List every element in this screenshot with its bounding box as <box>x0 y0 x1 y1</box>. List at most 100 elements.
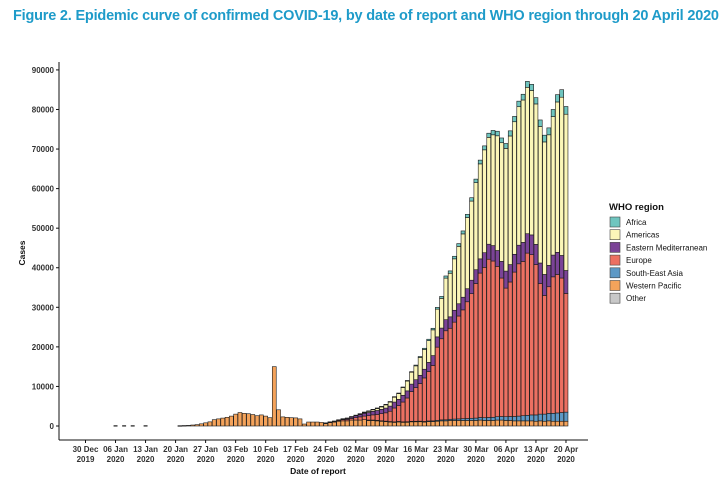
bar-segment-eastern-mediterranean <box>499 261 504 279</box>
bar-segment-europe <box>465 301 470 419</box>
bar-segment-americas <box>512 121 517 255</box>
bar-segment-europe <box>413 387 419 422</box>
bar-segment-western-pacific <box>404 421 410 427</box>
bar-segment-europe <box>559 277 564 413</box>
bar-segment-eastern-mediterranean <box>512 253 517 273</box>
bar-segment-western-pacific <box>430 421 436 427</box>
bar-segment-americas <box>447 272 453 318</box>
bar-segment-europe <box>392 407 397 423</box>
bar-segment-africa <box>392 396 397 398</box>
bar-segment-europe <box>537 283 543 415</box>
bar-segment-eastern-mediterranean <box>417 374 423 384</box>
bar-segment-europe <box>469 293 474 419</box>
legend-swatch <box>609 216 621 228</box>
legend: WHO region Africa Americas Eastern Mediter… <box>609 202 707 304</box>
bar-segment-south-east-asia <box>546 413 552 422</box>
bar-segment-eastern-mediterranean <box>516 244 522 265</box>
legend-label: South-East Asia <box>626 269 683 278</box>
x-tick-label-year: 2019 <box>77 455 95 464</box>
bar-segment-western-pacific <box>271 366 277 427</box>
bar-segment-americas <box>516 106 522 246</box>
bar-segment-western-pacific <box>477 419 483 427</box>
bar-segment-western-pacific <box>113 425 118 427</box>
bar-segment-western-pacific <box>177 425 183 427</box>
bar-segment-africa <box>490 130 496 136</box>
x-tick-label-year: 2020 <box>497 455 515 464</box>
bar-segment-western-pacific <box>314 421 320 427</box>
y-tick-label: 30000 <box>32 303 55 312</box>
bar-segment-eastern-mediterranean <box>409 383 414 392</box>
bar-segment-americas <box>490 134 496 246</box>
bar-segment-africa <box>546 127 552 136</box>
bar-segment-americas <box>563 113 569 271</box>
x-tick-label: 03 Feb <box>223 445 248 454</box>
bar-segment-europe <box>362 415 367 420</box>
bar-segment-western-pacific <box>353 419 359 427</box>
bar-segment-africa <box>447 270 453 274</box>
bar-segment-south-east-asia <box>473 417 479 421</box>
bar-segment-africa <box>563 106 569 115</box>
bar-segment-western-pacific <box>525 420 530 427</box>
bar-segment-europe <box>550 276 556 414</box>
bar-segment-africa <box>533 97 539 105</box>
bar-segment-europe <box>503 287 509 418</box>
bar-segment-europe <box>353 417 359 421</box>
bar-segment-western-pacific <box>417 421 423 427</box>
bar-segment-americas <box>400 387 406 396</box>
legend-label: Americas <box>626 231 659 240</box>
bar-segment-europe <box>542 295 547 415</box>
bar-segment-americas <box>469 200 474 281</box>
x-tick-label: 16 Mar <box>403 445 428 454</box>
bar-segment-western-pacific <box>533 420 539 427</box>
bar-segment-eastern-mediterranean <box>486 243 492 260</box>
bar-segment-western-pacific <box>199 423 204 427</box>
bar-segment-americas <box>559 96 564 256</box>
bar-segment-western-pacific <box>259 414 264 427</box>
bar-segment-eastern-mediterranean <box>495 250 500 267</box>
x-tick-label-year: 2020 <box>557 455 575 464</box>
bar-segment-americas <box>430 329 436 356</box>
legend-label: Other <box>626 294 646 303</box>
bar-segment-western-pacific <box>143 425 148 427</box>
bar-segment-eastern-mediterranean <box>550 254 556 278</box>
bar-segment-africa <box>465 214 470 218</box>
bar-segment-americas <box>443 277 449 320</box>
bar-segment-europe <box>529 254 534 416</box>
bar-segment-europe <box>482 267 487 418</box>
bar-segment-americas <box>404 380 410 392</box>
bar-segment-western-pacific <box>181 425 187 427</box>
bar-segment-western-pacific <box>482 420 487 427</box>
bar-segment-europe <box>409 391 414 422</box>
bar-segment-western-pacific <box>203 422 208 427</box>
legend-label: Africa <box>626 218 647 227</box>
bar-segment-africa <box>537 119 543 127</box>
bar-segment-south-east-asia <box>537 413 543 422</box>
bar-segment-western-pacific <box>512 420 517 427</box>
bar-segment-eastern-mediterranean <box>507 264 513 283</box>
bar-segment-western-pacific <box>340 420 346 427</box>
bar-segment-americas <box>550 116 556 256</box>
bar-segment-western-pacific <box>456 420 462 427</box>
bar-segment-africa <box>404 380 410 382</box>
bar-segment-europe <box>499 277 504 417</box>
bar-segment-western-pacific <box>233 413 238 427</box>
bar-segment-americas <box>499 142 504 262</box>
bar-segment-africa <box>435 307 440 310</box>
bar-segment-europe <box>430 365 436 422</box>
bar-segment-eastern-mediterranean <box>537 262 543 284</box>
bar-segment-western-pacific <box>546 420 552 427</box>
bar-segment-americas <box>332 420 337 422</box>
bar-segment-western-pacific <box>563 420 569 427</box>
bar-segment-europe <box>495 266 500 418</box>
bar-segment-western-pacific <box>495 419 500 427</box>
x-tick-label-year: 2020 <box>347 455 365 464</box>
bar-segment-western-pacific <box>211 419 217 427</box>
bar-segment-americas <box>340 418 346 420</box>
bar-segment-europe <box>490 260 496 418</box>
bar-segment-africa <box>387 401 393 403</box>
bar-segment-western-pacific <box>443 420 449 427</box>
legend-title: WHO region <box>609 202 664 213</box>
bar-segment-americas <box>477 163 483 260</box>
bar-segment-africa <box>422 347 427 350</box>
legend-swatch <box>609 280 621 291</box>
